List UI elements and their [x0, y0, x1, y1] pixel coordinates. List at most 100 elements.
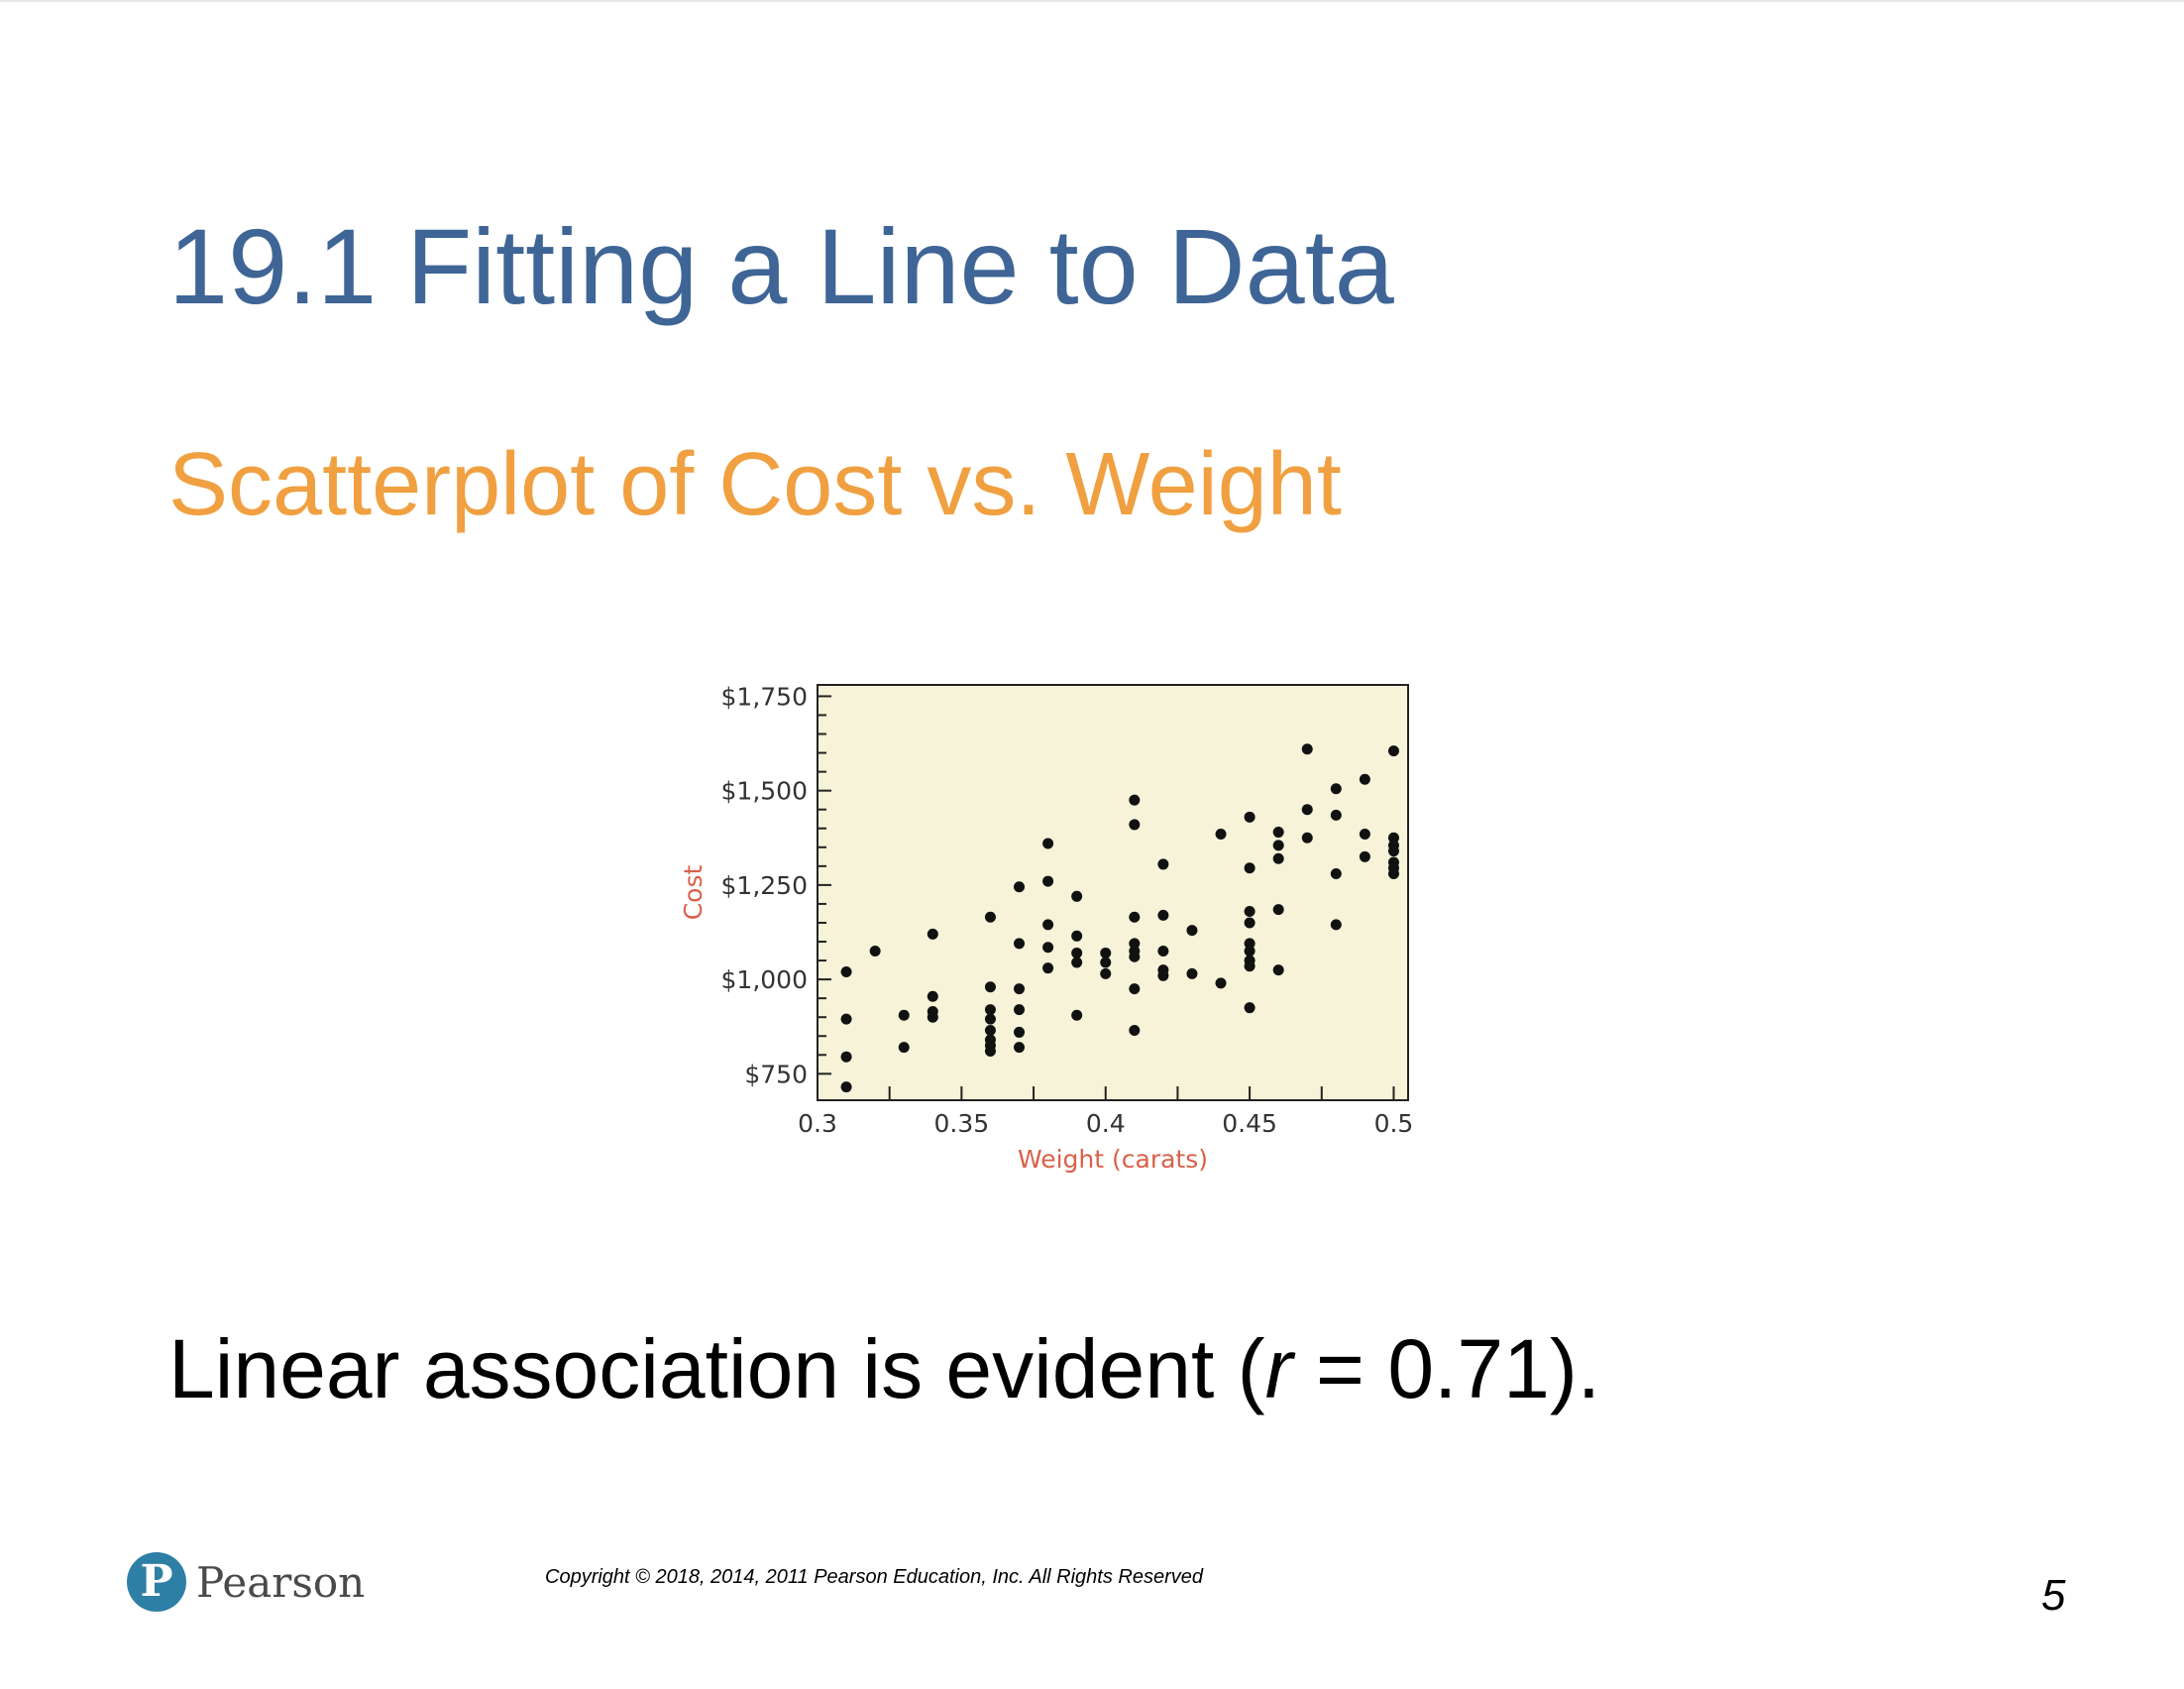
data-point	[1244, 938, 1256, 950]
data-point	[1071, 1009, 1083, 1021]
pearson-logo: P Pearson	[127, 1552, 503, 1641]
caption-variable: r	[1264, 1322, 1293, 1415]
data-point	[1215, 828, 1227, 840]
data-point	[1129, 983, 1141, 995]
data-point	[984, 1013, 996, 1025]
data-point	[1014, 1004, 1026, 1016]
data-point	[1330, 867, 1342, 879]
data-point	[984, 981, 996, 993]
y-tick-label: $1,250	[721, 871, 808, 900]
data-point	[1272, 904, 1284, 916]
data-point	[1244, 946, 1256, 957]
y-tick-label: $1,500	[721, 777, 808, 806]
data-point	[984, 911, 996, 923]
x-tick-label: 0.4	[1086, 1109, 1126, 1138]
pearson-logo-letter: P	[140, 1556, 173, 1607]
data-point	[1272, 964, 1284, 976]
data-point	[1157, 858, 1169, 870]
pearson-logo-text: Pearson	[196, 1558, 366, 1607]
data-point	[1301, 804, 1313, 816]
data-point	[1129, 819, 1141, 831]
data-point	[1014, 881, 1026, 893]
data-point	[1042, 942, 1054, 954]
plot-area	[817, 684, 1409, 1101]
data-point	[1042, 962, 1054, 974]
data-point	[1071, 957, 1083, 968]
data-point	[1014, 1042, 1026, 1054]
data-point	[1244, 862, 1256, 874]
data-point	[1244, 917, 1256, 929]
y-axis-label: Cost	[679, 865, 708, 921]
data-point	[1157, 969, 1169, 981]
data-point	[984, 1045, 996, 1057]
data-point	[1244, 811, 1256, 823]
x-tick-label: 0.45	[1222, 1109, 1277, 1138]
y-tick-label: $1,750	[721, 682, 808, 711]
data-point	[1359, 773, 1370, 785]
data-point	[1387, 745, 1399, 757]
slide-subtitle: Scatterplot of Cost vs. Weight	[168, 435, 1342, 534]
data-point	[984, 1025, 996, 1037]
data-point	[1100, 947, 1112, 958]
data-point	[1014, 938, 1026, 950]
data-point	[1042, 838, 1054, 849]
data-point	[1129, 911, 1141, 923]
data-point	[1157, 946, 1169, 957]
data-point	[927, 1011, 938, 1023]
copyright-notice: Copyright © 2018, 2014, 2011 Pearson Edu…	[545, 1566, 1204, 1588]
data-point	[1071, 947, 1083, 958]
caption-after: = 0.71).	[1292, 1322, 1601, 1415]
data-point	[1100, 957, 1112, 968]
data-point	[1129, 1025, 1141, 1037]
data-point	[1272, 840, 1284, 851]
pearson-logo-icon	[127, 1552, 186, 1612]
data-point	[1244, 960, 1256, 972]
data-point	[1129, 794, 1141, 806]
data-point	[984, 1004, 996, 1016]
data-point	[1387, 845, 1399, 857]
page-number: 5	[2041, 1571, 2066, 1620]
data-point	[927, 990, 938, 1002]
data-point	[1387, 832, 1399, 844]
data-point	[1014, 983, 1026, 995]
data-point	[1330, 783, 1342, 795]
data-point	[1071, 930, 1083, 942]
x-tick-label: 0.35	[934, 1109, 990, 1138]
data-point	[1387, 867, 1399, 879]
data-point	[1359, 828, 1370, 840]
data-point	[1186, 925, 1198, 937]
data-point	[1157, 909, 1169, 921]
data-point	[1129, 951, 1141, 962]
scatterplot-chart: $750 $1,000 $1,250 $1,500 $1,750 0.3 0.35 0.4 0.…	[679, 682, 1414, 1174]
data-point	[1330, 919, 1342, 931]
data-point	[840, 965, 852, 977]
top-rule	[0, 0, 2184, 2]
data-point	[1301, 743, 1313, 755]
caption-before: Linear association is evident (	[168, 1322, 1265, 1415]
data-point	[869, 946, 881, 957]
data-point	[1071, 890, 1083, 902]
data-point	[1330, 809, 1342, 821]
data-point	[840, 1051, 852, 1063]
data-point	[898, 1009, 910, 1021]
data-point	[1186, 967, 1198, 979]
x-axis-label: Weight (carats)	[1018, 1145, 1208, 1174]
data-point	[1042, 919, 1054, 931]
data-point	[1244, 906, 1256, 918]
y-tick-label: $750	[744, 1060, 808, 1088]
data-point	[1129, 938, 1141, 950]
x-tick-label: 0.5	[1374, 1109, 1414, 1138]
data-point	[1215, 977, 1227, 989]
data-point	[840, 1013, 852, 1025]
data-point	[898, 1042, 910, 1054]
data-point	[1100, 967, 1112, 979]
data-point	[1359, 850, 1370, 862]
slide-title: 19.1 Fitting a Line to Data	[168, 206, 1394, 326]
data-point	[1244, 1002, 1256, 1014]
data-point	[927, 928, 938, 940]
data-point	[840, 1081, 852, 1093]
data-point	[1272, 827, 1284, 839]
data-point	[1272, 852, 1284, 864]
caption: Linear association is evident (r = 0.71)…	[168, 1323, 1600, 1414]
data-point	[1042, 875, 1054, 887]
